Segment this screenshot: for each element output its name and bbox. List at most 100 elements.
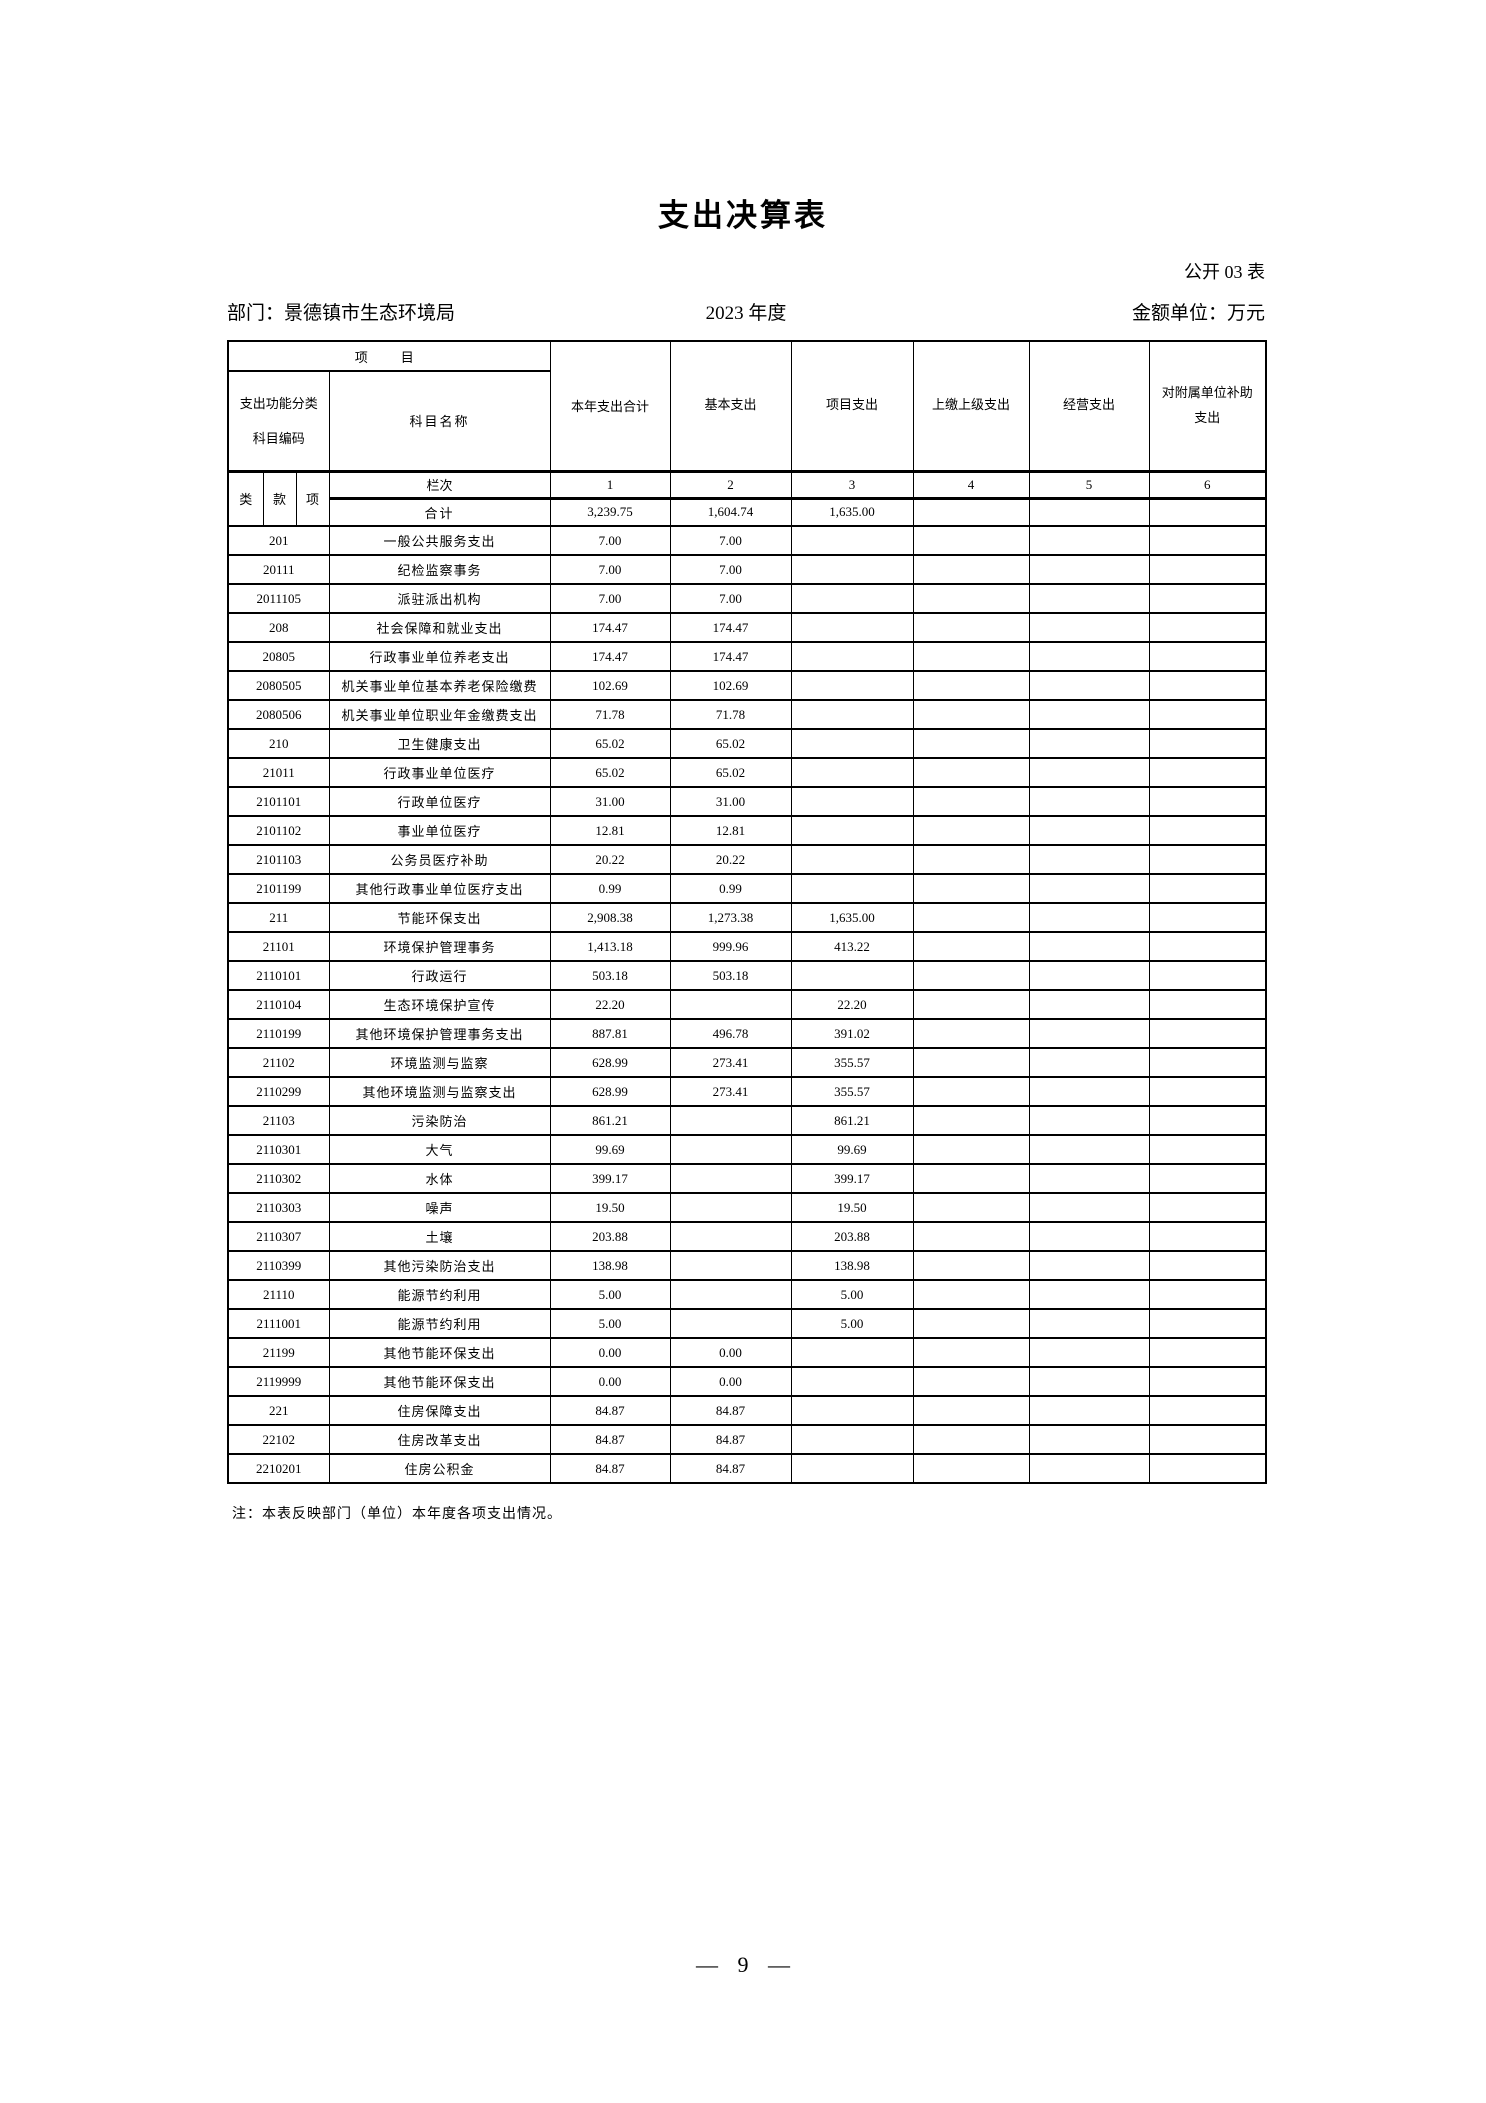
row-value xyxy=(1148,1424,1267,1455)
column-number: 5 xyxy=(1028,469,1150,500)
row-value xyxy=(912,1018,1030,1049)
table-row: 2101102 事业单位医疗 12.81 12.81 xyxy=(227,815,1267,846)
row-value xyxy=(912,641,1030,672)
code-header-line1: 支出功能分类 xyxy=(239,395,318,411)
table-row: 210 卫生健康支出 65.02 65.02 xyxy=(227,728,1267,759)
row-code: 2110307 xyxy=(227,1221,330,1252)
row-value: 0.00 xyxy=(549,1337,671,1368)
column-header: 项目支出 xyxy=(790,340,914,472)
code-subcol-lei: 类 xyxy=(227,469,264,527)
row-value xyxy=(669,1279,792,1310)
row-value: 84.87 xyxy=(549,1424,671,1455)
row-subject-name: 行政事业单位医疗 xyxy=(328,757,551,788)
row-value xyxy=(1028,1337,1150,1368)
row-value xyxy=(669,1163,792,1194)
row-value xyxy=(1148,670,1267,701)
row-value xyxy=(1028,1047,1150,1078)
row-value: 84.87 xyxy=(549,1395,671,1426)
row-value: 102.69 xyxy=(669,670,792,701)
row-value xyxy=(1028,1105,1150,1136)
row-value xyxy=(912,1308,1030,1339)
row-value xyxy=(1148,554,1267,585)
row-value xyxy=(1028,1192,1150,1223)
row-value xyxy=(1148,1250,1267,1281)
row-value: 1,413.18 xyxy=(549,931,671,962)
total-label: 合计 xyxy=(328,497,551,527)
row-value xyxy=(1028,815,1150,846)
row-value xyxy=(790,670,914,701)
row-value xyxy=(912,525,1030,556)
row-code: 201 xyxy=(227,525,330,556)
column-number: 2 xyxy=(669,469,792,500)
row-value xyxy=(1028,873,1150,904)
column-number: 6 xyxy=(1148,469,1267,500)
row-subject-name: 行政单位医疗 xyxy=(328,786,551,817)
row-value xyxy=(912,699,1030,730)
row-value xyxy=(790,699,914,730)
row-value xyxy=(1028,1163,1150,1194)
row-subject-name: 社会保障和就业支出 xyxy=(328,612,551,643)
row-subject-name: 一般公共服务支出 xyxy=(328,525,551,556)
row-subject-name: 环境保护管理事务 xyxy=(328,931,551,962)
row-subject-name: 机关事业单位职业年金缴费支出 xyxy=(328,699,551,730)
table-row: 20111 纪检监察事务 7.00 7.00 xyxy=(227,554,1267,585)
table-row: 2011105 派驻派出机构 7.00 7.00 xyxy=(227,583,1267,614)
project-group-header: 项 目 xyxy=(227,340,551,372)
total-value: 1,604.74 xyxy=(669,497,792,527)
row-value xyxy=(1028,1366,1150,1397)
total-value xyxy=(912,497,1030,527)
table-row: 2119999 其他节能环保支出 0.00 0.00 xyxy=(227,1366,1267,1397)
row-code: 2119999 xyxy=(227,1366,330,1397)
fiscal-year-label: 2023 年度 xyxy=(705,303,787,324)
table-row: 21102 环境监测与监察 628.99 273.41 355.57 xyxy=(227,1047,1267,1078)
row-value xyxy=(1148,728,1267,759)
row-value xyxy=(1028,1076,1150,1107)
row-subject-name: 噪声 xyxy=(328,1192,551,1223)
row-value xyxy=(669,1308,792,1339)
row-subject-name: 卫生健康支出 xyxy=(328,728,551,759)
row-value xyxy=(912,786,1030,817)
row-value xyxy=(1148,786,1267,817)
row-code: 21199 xyxy=(227,1337,330,1368)
column-header-text: 项目支出 xyxy=(826,397,879,413)
row-value xyxy=(1028,525,1150,556)
total-row: 合计 3,239.75 1,604.74 1,635.00 xyxy=(228,497,1267,527)
row-value: 503.18 xyxy=(669,960,792,991)
row-subject-name: 公务员医疗补助 xyxy=(328,844,551,875)
row-value: 203.88 xyxy=(549,1221,671,1252)
row-value xyxy=(912,1453,1030,1484)
row-value xyxy=(1148,815,1267,846)
page-number: — 9 — xyxy=(696,1952,790,1977)
row-value: 628.99 xyxy=(549,1047,671,1078)
sheet-label: 公开 03 表 xyxy=(1184,262,1265,282)
row-value: 399.17 xyxy=(549,1163,671,1194)
row-code: 2110302 xyxy=(227,1163,330,1194)
row-value xyxy=(912,1337,1030,1368)
row-value: 496.78 xyxy=(669,1018,792,1049)
row-value: 5.00 xyxy=(790,1279,914,1310)
row-value: 273.41 xyxy=(669,1076,792,1107)
row-value xyxy=(790,1424,914,1455)
column-header: 基本支出 xyxy=(669,340,792,472)
row-value: 7.00 xyxy=(669,554,792,585)
row-subject-name: 其他行政事业单位医疗支出 xyxy=(328,873,551,904)
row-value: 20.22 xyxy=(549,844,671,875)
total-value xyxy=(1028,497,1150,527)
table-row: 2110199 其他环境保护管理事务支出 887.81 496.78 391.02 xyxy=(227,1018,1267,1049)
row-subject-name: 土壤 xyxy=(328,1221,551,1252)
row-code: 20805 xyxy=(227,641,330,672)
row-subject-name: 能源节约利用 xyxy=(328,1308,551,1339)
row-value: 12.81 xyxy=(549,815,671,846)
row-value xyxy=(1028,699,1150,730)
row-subject-name: 住房改革支出 xyxy=(328,1424,551,1455)
row-value xyxy=(1028,844,1150,875)
row-code: 2011105 xyxy=(227,583,330,614)
row-value xyxy=(1028,1134,1150,1165)
row-value xyxy=(1028,1424,1150,1455)
row-value xyxy=(1148,1163,1267,1194)
row-value xyxy=(790,1395,914,1426)
row-value xyxy=(912,612,1030,643)
row-code: 21103 xyxy=(227,1105,330,1136)
code-column-header: 支出功能分类 科目编码 xyxy=(227,370,330,472)
row-value xyxy=(1028,786,1150,817)
